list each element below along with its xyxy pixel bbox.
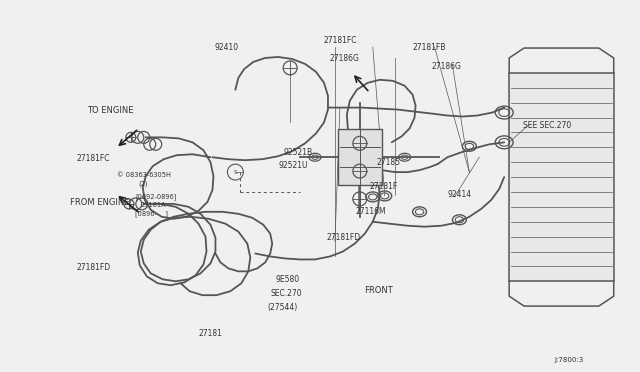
Text: (27544): (27544)	[268, 302, 298, 312]
Text: FRONT: FRONT	[365, 286, 394, 295]
Text: S: S	[234, 170, 237, 174]
Text: 27181A: 27181A	[140, 202, 166, 208]
Text: 27186G: 27186G	[431, 61, 461, 71]
Bar	[509, 73, 614, 281]
Text: 27181FD: 27181FD	[326, 233, 360, 242]
Text: 27181FC: 27181FC	[77, 154, 110, 163]
Text: 92521U: 92521U	[278, 161, 308, 170]
Text: 92521B: 92521B	[284, 148, 313, 157]
Text: 27181: 27181	[199, 329, 223, 338]
Text: 92414: 92414	[447, 190, 472, 199]
Text: 92410: 92410	[215, 43, 239, 52]
Text: SEE SEC.270: SEE SEC.270	[523, 121, 571, 129]
Bar	[338, 129, 381, 185]
Text: 27181FD: 27181FD	[77, 263, 111, 272]
Text: 27181FC: 27181FC	[323, 36, 356, 45]
Text: 27185: 27185	[376, 157, 400, 167]
Text: SEC.270: SEC.270	[270, 289, 302, 298]
Text: J:7800:3: J:7800:3	[554, 357, 584, 363]
Text: © 08363-6305H: © 08363-6305H	[117, 172, 172, 178]
Text: [0692-0896]: [0692-0896]	[135, 193, 177, 200]
Text: 9E580: 9E580	[275, 275, 300, 283]
Text: (2): (2)	[138, 181, 148, 187]
Text: 27186G: 27186G	[330, 54, 360, 63]
Text: TO ENGINE: TO ENGINE	[88, 106, 134, 115]
Text: FROM ENGINE: FROM ENGINE	[70, 198, 130, 207]
Text: [0896-    ]: [0896- ]	[135, 211, 168, 218]
Text: 27181F: 27181F	[370, 182, 398, 191]
Text: 27181FB: 27181FB	[412, 43, 446, 52]
Text: 27116M: 27116M	[355, 207, 386, 217]
